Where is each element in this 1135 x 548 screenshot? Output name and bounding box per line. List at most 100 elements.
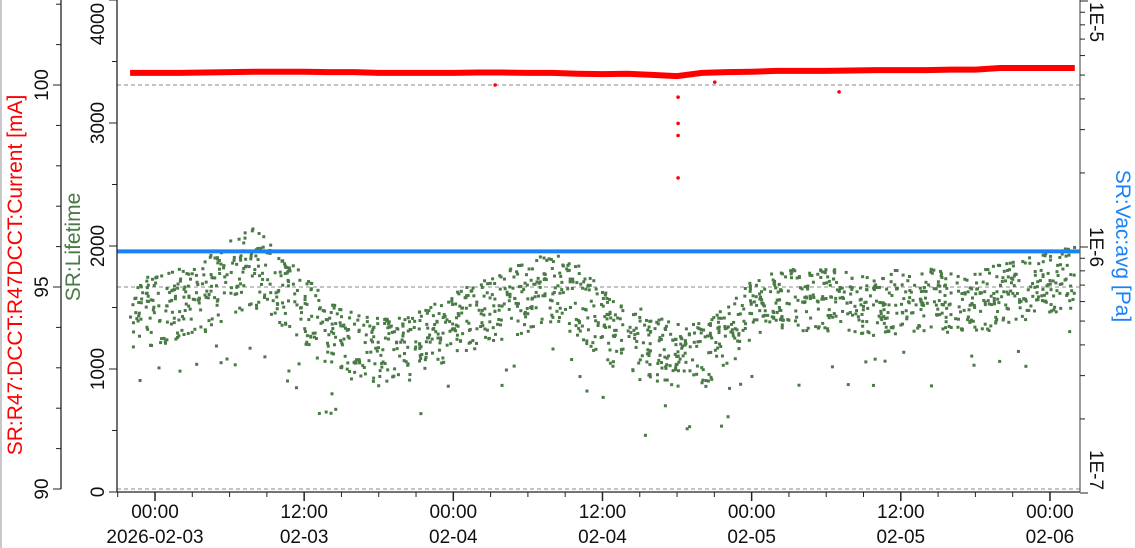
lifetime-point	[841, 296, 845, 300]
lifetime-point	[413, 347, 417, 351]
lifetime-point	[1033, 285, 1037, 289]
lifetime-point	[1021, 260, 1025, 264]
lifetime-point	[960, 328, 964, 332]
lifetime-point	[323, 309, 327, 313]
lifetime-point	[984, 268, 988, 272]
lifetime-point	[448, 329, 452, 333]
lifetime-point	[726, 325, 730, 329]
lifetime-point	[971, 319, 975, 323]
lifetime-point	[242, 284, 246, 288]
lifetime-point	[972, 304, 976, 308]
lifetime-point	[808, 294, 812, 298]
lifetime-point	[1040, 294, 1044, 298]
lifetime-point	[956, 317, 960, 321]
lifetime-point	[808, 297, 812, 301]
lifetime-point	[727, 305, 731, 309]
lifetime-point	[611, 334, 615, 338]
lifetime-point	[640, 354, 644, 358]
lifetime-point	[900, 302, 904, 306]
lifetime-point	[550, 299, 554, 303]
lifetime-point	[717, 329, 721, 333]
lifetime-point	[797, 275, 801, 279]
lifetime-point	[850, 313, 854, 317]
lifetime-point	[981, 280, 985, 284]
lifetime-point	[564, 307, 568, 311]
lifetime-point	[403, 340, 407, 344]
lifetime-point	[368, 324, 372, 328]
lifetime-point	[735, 328, 739, 332]
lifetime-point	[986, 299, 990, 303]
lifetime-point	[678, 335, 682, 339]
lifetime-point	[703, 335, 707, 339]
lifetime-point	[1055, 289, 1059, 293]
lifetime-point	[134, 311, 138, 315]
lifetime-point	[215, 284, 219, 288]
lifetime-point	[346, 334, 350, 338]
lifetime-point	[714, 340, 718, 344]
lifetime-point	[723, 334, 727, 338]
lifetime-point	[491, 326, 495, 330]
lifetime-point	[454, 302, 458, 306]
lifetime-point	[829, 314, 833, 318]
lifetime-point	[819, 275, 823, 279]
lifetime-point	[424, 352, 428, 356]
lifetime-point	[348, 316, 352, 320]
lifetime-point	[327, 333, 331, 337]
current-axis-title: SR:R47:DCCT:R47DCCT:Current [mA]	[4, 95, 27, 456]
lifetime-point	[340, 366, 344, 370]
lifetime-point	[702, 328, 706, 332]
lifetime-point	[604, 325, 608, 329]
lifetime-point	[664, 365, 668, 369]
lifetime-point	[618, 317, 622, 321]
lifetime-point	[315, 356, 319, 360]
lifetime-point	[497, 317, 501, 321]
lifetime-point	[295, 303, 299, 307]
lifetime-point	[311, 331, 315, 335]
current-outlier-point	[493, 83, 497, 87]
lifetime-point	[340, 341, 344, 345]
lifetime-point	[671, 338, 675, 342]
lifetime-axis-title: SR:Lifetime	[62, 193, 85, 302]
lifetime-point	[177, 334, 181, 338]
lifetime-point	[861, 331, 865, 335]
lifetime-point	[733, 302, 737, 306]
lifetime-point	[168, 291, 172, 295]
lifetime-point	[987, 271, 991, 275]
lifetime-point	[616, 316, 620, 320]
lifetime-point	[894, 303, 898, 307]
lifetime-point	[935, 313, 939, 317]
lifetime-point	[419, 314, 423, 318]
lifetime-point	[150, 344, 154, 348]
lifetime-point	[900, 310, 904, 314]
lifetime-point	[779, 308, 783, 312]
lifetime-point	[1041, 275, 1045, 279]
lifetime-point	[883, 330, 887, 334]
lifetime-point	[656, 322, 660, 326]
lifetime-point	[789, 276, 793, 280]
lifetime-point	[529, 305, 533, 309]
lifetime-point	[699, 331, 703, 335]
lifetime-point	[695, 344, 699, 348]
lifetime-point	[560, 288, 564, 292]
lifetime-point	[866, 306, 870, 310]
lifetime-point	[914, 303, 918, 307]
lifetime-point	[850, 276, 854, 280]
lifetime-point	[621, 309, 625, 313]
lifetime-point	[595, 292, 599, 296]
lifetime-point	[913, 283, 917, 287]
lifetime-point	[456, 324, 460, 328]
lifetime-point	[207, 319, 211, 323]
lifetime-point	[995, 290, 999, 294]
lifetime-point	[1018, 298, 1022, 302]
lifetime-point	[706, 379, 710, 383]
grid	[117, 84, 1080, 490]
lifetime-point	[970, 354, 974, 358]
lifetime-point	[707, 322, 711, 326]
lifetime-point	[949, 272, 953, 276]
lifetime-point	[520, 290, 524, 294]
lifetime-point	[202, 273, 206, 277]
lifetime-point	[136, 286, 140, 290]
lifetime-point	[332, 343, 336, 347]
lifetime-point	[930, 271, 934, 275]
lifetime-point	[293, 300, 297, 304]
